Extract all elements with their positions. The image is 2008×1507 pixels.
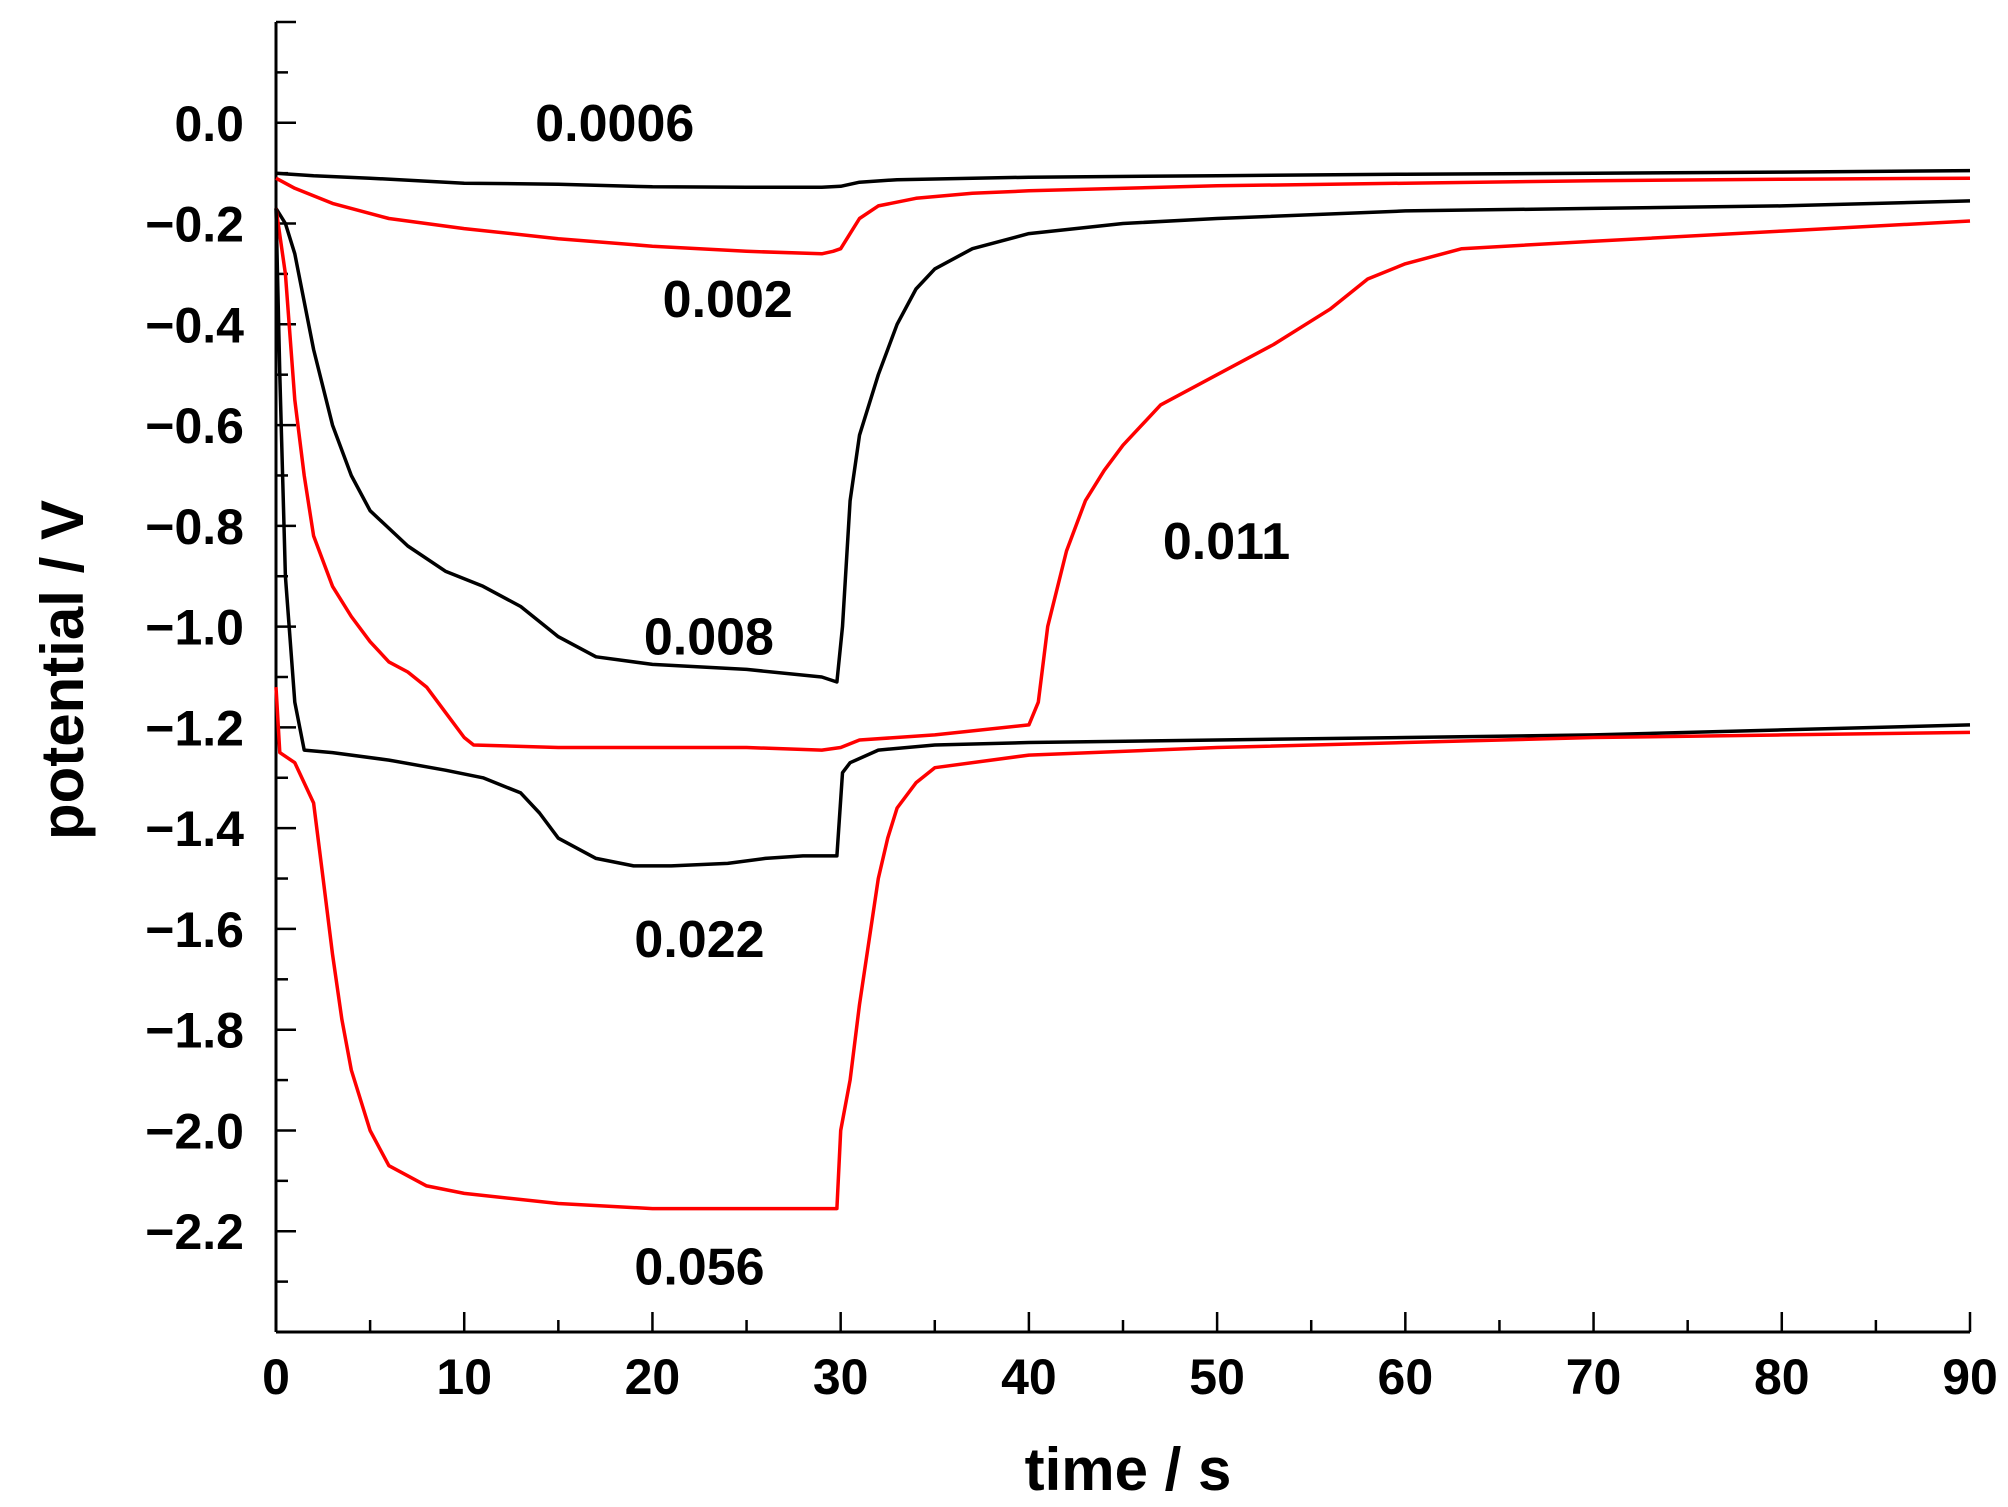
y-tick-label: 0.0 [174,96,244,152]
y-tick-label: −2.0 [145,1103,244,1159]
series-line-0-008 [274,199,1971,684]
y-tick-label: −1.6 [145,902,244,958]
x-tick-label: 80 [1754,1349,1810,1405]
y-tick-label: −0.6 [145,398,244,454]
series-label-0-056: 0.056 [634,1239,764,1297]
x-tick-label: 20 [625,1349,681,1405]
series-line-0-0006 [275,168,1971,190]
series-line-0-011 [274,208,1971,752]
series-line-0-022 [274,208,1971,868]
x-tick-label: 70 [1566,1349,1622,1405]
y-tick-label: −1.2 [145,700,244,756]
ticks: 0 10 20 30 40 50 60 70 80 90 0.0 −0.2 −0.4 −0.6 −0.8 −1… [145,20,1998,1405]
y-tick-label: −1.8 [145,1003,244,1059]
series-label-0-022: 0.022 [634,911,764,969]
series-labels: 0.0006 0.002 0.008 0.011 0.022 0.056 [535,95,1290,1297]
series-line-0-002 [275,176,1971,256]
plot-lines [274,168,1971,1211]
y-axis-title: potential / V [29,500,96,840]
y-tick-label: −0.2 [145,197,244,253]
x-tick-label: 30 [813,1349,869,1405]
x-tick-label: 60 [1378,1349,1434,1405]
series-label-0-002: 0.002 [663,271,793,329]
x-tick-label: 0 [262,1349,290,1405]
axes [274,22,1970,1334]
x-axis-title: time / s [1025,1436,1232,1503]
x-tick-label: 40 [1001,1349,1057,1405]
y-tick-label: −0.8 [145,499,244,555]
y-tick-label: −1.4 [145,801,244,857]
x-tick-label: 90 [1942,1349,1998,1405]
series-line-0-056 [274,686,1971,1211]
x-tick-label: 10 [436,1349,492,1405]
x-tick-label: 50 [1189,1349,1245,1405]
y-tick-label: −1.0 [145,600,244,656]
y-tick-label: −2.2 [145,1204,244,1260]
series-label-0-011: 0.011 [1163,513,1290,571]
y-tick-label: −0.4 [145,297,244,353]
series-label-0-0006: 0.0006 [535,95,694,153]
series-label-0-008: 0.008 [644,609,774,667]
